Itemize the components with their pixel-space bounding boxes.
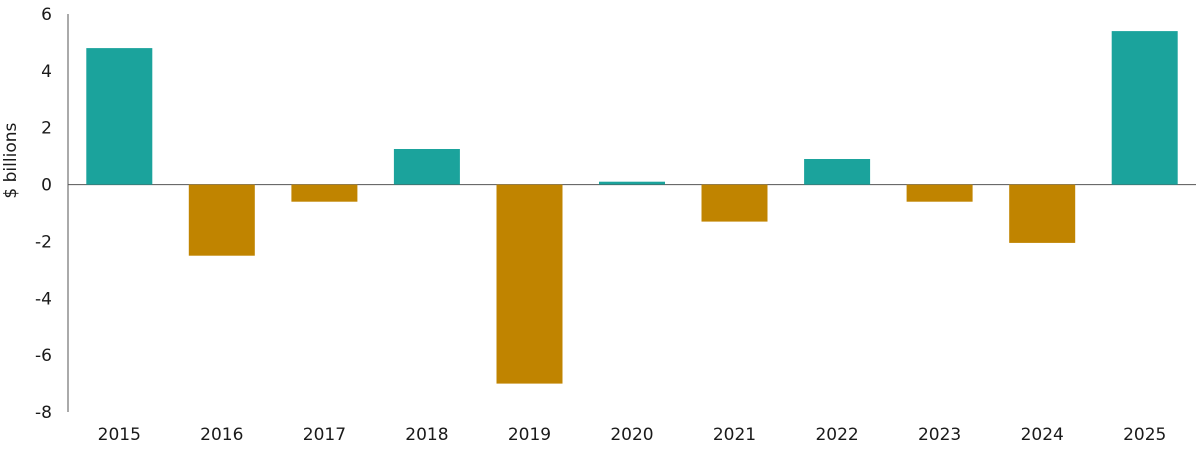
x-axis-ticks: 2015 2016 2017 2018 2019 2020 2021 2022 2023 2024… xyxy=(98,425,1167,445)
y-tick-label: -6 xyxy=(35,346,52,366)
y-axis-ticks: 6 4 2 0 -2 -4 -6 -8 xyxy=(35,5,52,423)
x-tick-label: 2019 xyxy=(508,425,551,445)
y-axis-title: $ billions xyxy=(1,122,21,198)
bar-2022 xyxy=(804,159,871,185)
bar-2019 xyxy=(496,184,563,384)
x-tick-label: 2022 xyxy=(815,425,858,445)
bar-2025 xyxy=(1111,31,1178,185)
x-tick-label: 2021 xyxy=(713,425,756,445)
y-tick-label: 4 xyxy=(41,62,52,82)
x-tick-label: 2018 xyxy=(405,425,448,445)
y-tick-label: -8 xyxy=(35,403,52,423)
bar-2020 xyxy=(599,181,665,185)
bar-2018 xyxy=(393,149,460,185)
x-tick-label: 2015 xyxy=(98,425,141,445)
y-tick-label: -4 xyxy=(35,289,52,309)
x-tick-label: 2023 xyxy=(918,425,961,445)
bar-2017 xyxy=(291,184,358,202)
bar-2021 xyxy=(701,184,768,222)
x-tick-label: 2016 xyxy=(200,425,243,445)
x-tick-label: 2017 xyxy=(303,425,346,445)
y-tick-label: 2 xyxy=(41,119,52,139)
y-tick-label: -2 xyxy=(35,232,52,252)
bars-group xyxy=(86,31,1178,384)
bar-2023 xyxy=(906,184,973,202)
y-tick-label: 6 xyxy=(41,5,52,25)
x-tick-label: 2024 xyxy=(1021,425,1064,445)
bar-2016 xyxy=(188,184,255,256)
x-tick-label: 2020 xyxy=(610,425,653,445)
bar-2024 xyxy=(1009,184,1076,243)
bar-2015 xyxy=(86,48,153,185)
x-tick-label: 2025 xyxy=(1123,425,1166,445)
y-tick-label: 0 xyxy=(41,176,52,196)
